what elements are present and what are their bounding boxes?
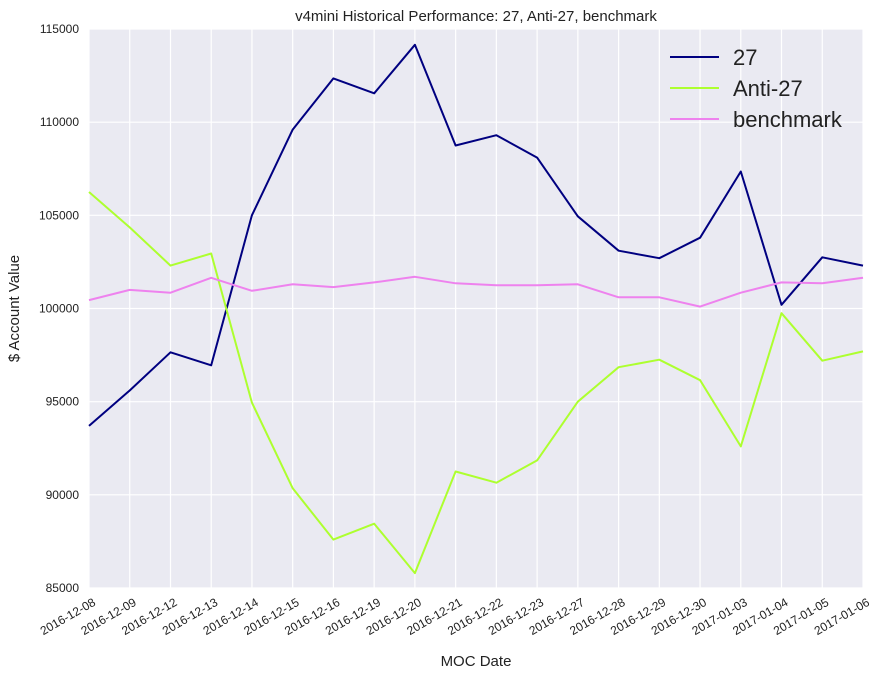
- y-axis-label: $ Account Value: [6, 255, 23, 362]
- series-line-27: [88, 43, 864, 427]
- y-tick-label: 105000: [39, 208, 79, 222]
- y-tick-label: 95000: [46, 395, 80, 409]
- legend-label: 27: [733, 45, 757, 70]
- series-line-benchmark: [88, 275, 864, 308]
- y-tick-label: 90000: [46, 488, 80, 502]
- legend-item: benchmark: [670, 107, 843, 132]
- series-line-anti-27: [88, 191, 864, 575]
- y-tick-label: 100000: [39, 302, 79, 316]
- x-axis-label: MOC Date: [441, 653, 512, 670]
- chart-title: v4mini Historical Performance: 27, Anti-…: [295, 8, 657, 25]
- legend-label: benchmark: [733, 107, 843, 132]
- y-tick-label: 115000: [40, 22, 79, 36]
- legend-label: Anti-27: [733, 76, 803, 101]
- legend: 27 Anti-27 benchmark: [670, 45, 843, 132]
- grid: [88, 28, 864, 589]
- y-tick-label: 110000: [40, 115, 79, 129]
- legend-item: Anti-27: [670, 76, 803, 101]
- series-lines: [88, 43, 864, 575]
- y-tick-labels: 85000 90000 95000 100000 105000 110000 115000: [39, 22, 79, 595]
- y-tick-label: 85000: [46, 581, 80, 595]
- x-tick-labels: 2016-12-082016-12-092016-12-122016-12-13…: [38, 595, 872, 638]
- legend-item: 27: [670, 45, 757, 70]
